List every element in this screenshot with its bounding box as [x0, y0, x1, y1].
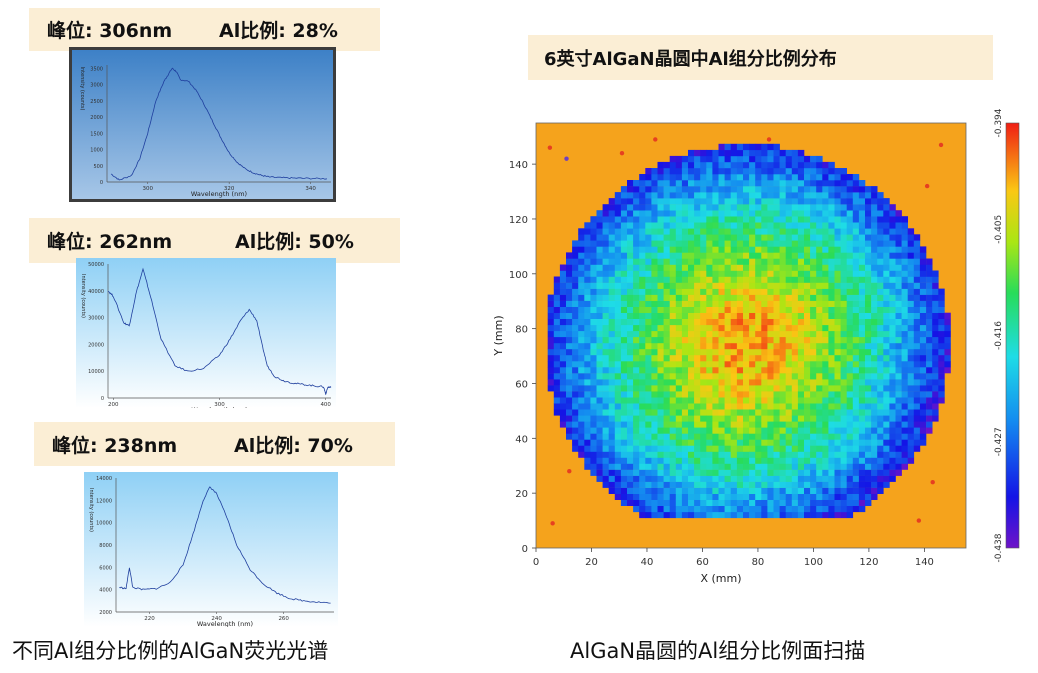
x-tick-label: 120: [859, 557, 878, 568]
x-axis-label: Wavelength (nm): [197, 620, 253, 627]
spectrum-background: [69, 47, 336, 202]
y-tick-label: 30000: [88, 316, 104, 322]
map-title: 6英寸AlGaN晶圆中Al组分比例分布: [544, 48, 837, 70]
y-tick-label: 1500: [90, 131, 103, 137]
outlier-point: [567, 469, 572, 474]
y-tick-label: 100: [509, 270, 528, 281]
colorbar-tick-label: -0.438: [994, 533, 1004, 562]
y-tick-label: 8000: [99, 543, 112, 549]
y-tick-label: 10000: [96, 521, 112, 527]
spectrum-1-label: 峰位: 306nm Al比例: 28%: [29, 8, 380, 51]
y-tick-label: 140: [509, 160, 528, 171]
spectrum-chart-1: 0 500 1000 1500 2000 2500 3000 3500 300 320 340 Wav…: [69, 47, 336, 202]
colorbar-tick-label: -0.416: [994, 321, 1004, 350]
peak-position-label: 峰位: 306nm: [47, 20, 173, 42]
y-tick-label: 60: [515, 379, 528, 390]
wafer-heatmap: [547, 143, 951, 519]
x-tick-label: 140: [915, 557, 934, 568]
x-tick-label: 200: [108, 402, 119, 408]
x-axis-label: Wavelength (nm): [191, 406, 247, 408]
y-axis-label: Y (mm): [492, 315, 505, 356]
y-tick-label: 0: [100, 180, 103, 186]
x-tick-label: 80: [752, 557, 765, 568]
left-caption: 不同Al组分比例的AlGaN荧光光谱: [12, 639, 329, 663]
outlier-point: [938, 142, 944, 148]
al-composition-map: 0 20 40 60 80 100 120 140 0 20 40 60 80 100 120 140 X (m…: [492, 108, 1020, 585]
spectrum-background: [84, 472, 338, 627]
y-axis-label: Intensity (counts): [79, 67, 85, 111]
spectrum-line: [110, 67, 327, 181]
x-tick-label: 320: [224, 186, 235, 192]
outlier-point: [916, 518, 922, 523]
y-tick-label: 2000: [90, 115, 103, 121]
x-tick-label: 300: [214, 402, 225, 408]
outlier-point: [547, 145, 553, 150]
y-tick-label: 12000: [96, 498, 112, 504]
x-tick-label: 40: [641, 557, 654, 568]
x-tick-label: 100: [804, 557, 823, 568]
colorbar-tick-label: -0.427: [994, 427, 1004, 456]
y-tick-label: 20: [515, 489, 528, 500]
y-tick-label: 40: [515, 434, 528, 445]
x-tick-label: 20: [585, 557, 598, 568]
spectrum-frame: [69, 47, 336, 202]
x-tick-label: 340: [305, 186, 316, 192]
x-tick-label: 260: [278, 616, 289, 622]
y-tick-label: 40000: [88, 289, 104, 295]
outlier-point: [564, 156, 569, 161]
outlier-point: [619, 150, 625, 156]
outlier-point: [924, 183, 930, 189]
x-tick-label: 240: [211, 616, 222, 622]
y-tick-label: 3500: [90, 66, 103, 72]
colorbar-tick-label: -0.394: [994, 108, 1004, 137]
al-ratio-label: Al比例: 28%: [219, 20, 338, 42]
y-tick-label: 6000: [99, 565, 112, 571]
colorbar: [1005, 122, 1020, 549]
spectrum-line: [119, 486, 331, 604]
outlier-point: [766, 137, 772, 142]
x-tick-label: 220: [144, 616, 155, 622]
spectrum-background: [76, 258, 336, 408]
y-tick-label: 2500: [90, 99, 103, 105]
spectrum-3-label: 峰位: 238nm Al比例: 70%: [34, 422, 395, 466]
spectrum-chart-3: 2000 4000 6000 8000 10000 12000 14000 220 240 260…: [84, 472, 338, 627]
outlier-point: [653, 137, 658, 142]
map-frame: [535, 122, 967, 549]
x-axis-label: Wavelength (nm): [191, 190, 247, 198]
al-ratio-label: Al比例: 70%: [234, 434, 353, 457]
y-tick-label: 4000: [99, 588, 112, 594]
y-tick-label: 14000: [96, 476, 112, 482]
y-tick-label: 0: [522, 544, 528, 555]
outlier-point: [550, 521, 555, 526]
y-tick-label: 10000: [88, 369, 104, 375]
map-caption: AlGaN晶圆的Al组分比例面扫描: [570, 639, 866, 663]
spectrum-2-label: 峰位: 262nm Al比例: 50%: [29, 218, 400, 263]
map-title-box: 6英寸AlGaN晶圆中Al组分比例分布: [528, 35, 993, 80]
peak-position-label: 峰位: 238nm: [52, 434, 178, 457]
y-tick-label: 3000: [90, 83, 103, 89]
colorbar-tick-label: -0.405: [994, 215, 1004, 244]
spectrum-line: [108, 267, 332, 396]
y-tick-label: 2000: [99, 610, 112, 616]
y-tick-label: 50000: [88, 262, 104, 268]
y-tick-label: 500: [93, 164, 103, 170]
x-tick-label: 0: [533, 557, 539, 568]
y-tick-label: 20000: [88, 342, 104, 348]
x-tick-label: 60: [696, 557, 709, 568]
y-tick-label: 80: [515, 325, 528, 336]
y-tick-label: 120: [509, 215, 528, 226]
y-tick-label: 1000: [90, 148, 103, 154]
x-tick-label: 400: [320, 402, 331, 408]
spectrum-chart-2: 0 10000 20000 30000 40000 50000 200 300 400 Wavel…: [76, 258, 336, 408]
x-axis-label: X (mm): [700, 572, 741, 585]
y-axis-label: Intensity (counts): [88, 488, 94, 532]
y-axis-label: Intensity (counts): [80, 274, 86, 318]
peak-position-label: 峰位: 262nm: [47, 231, 173, 253]
x-tick-label: 300: [142, 186, 153, 192]
al-ratio-label: Al比例: 50%: [235, 231, 354, 253]
outlier-point: [930, 479, 935, 485]
y-tick-label: 0: [101, 396, 104, 402]
